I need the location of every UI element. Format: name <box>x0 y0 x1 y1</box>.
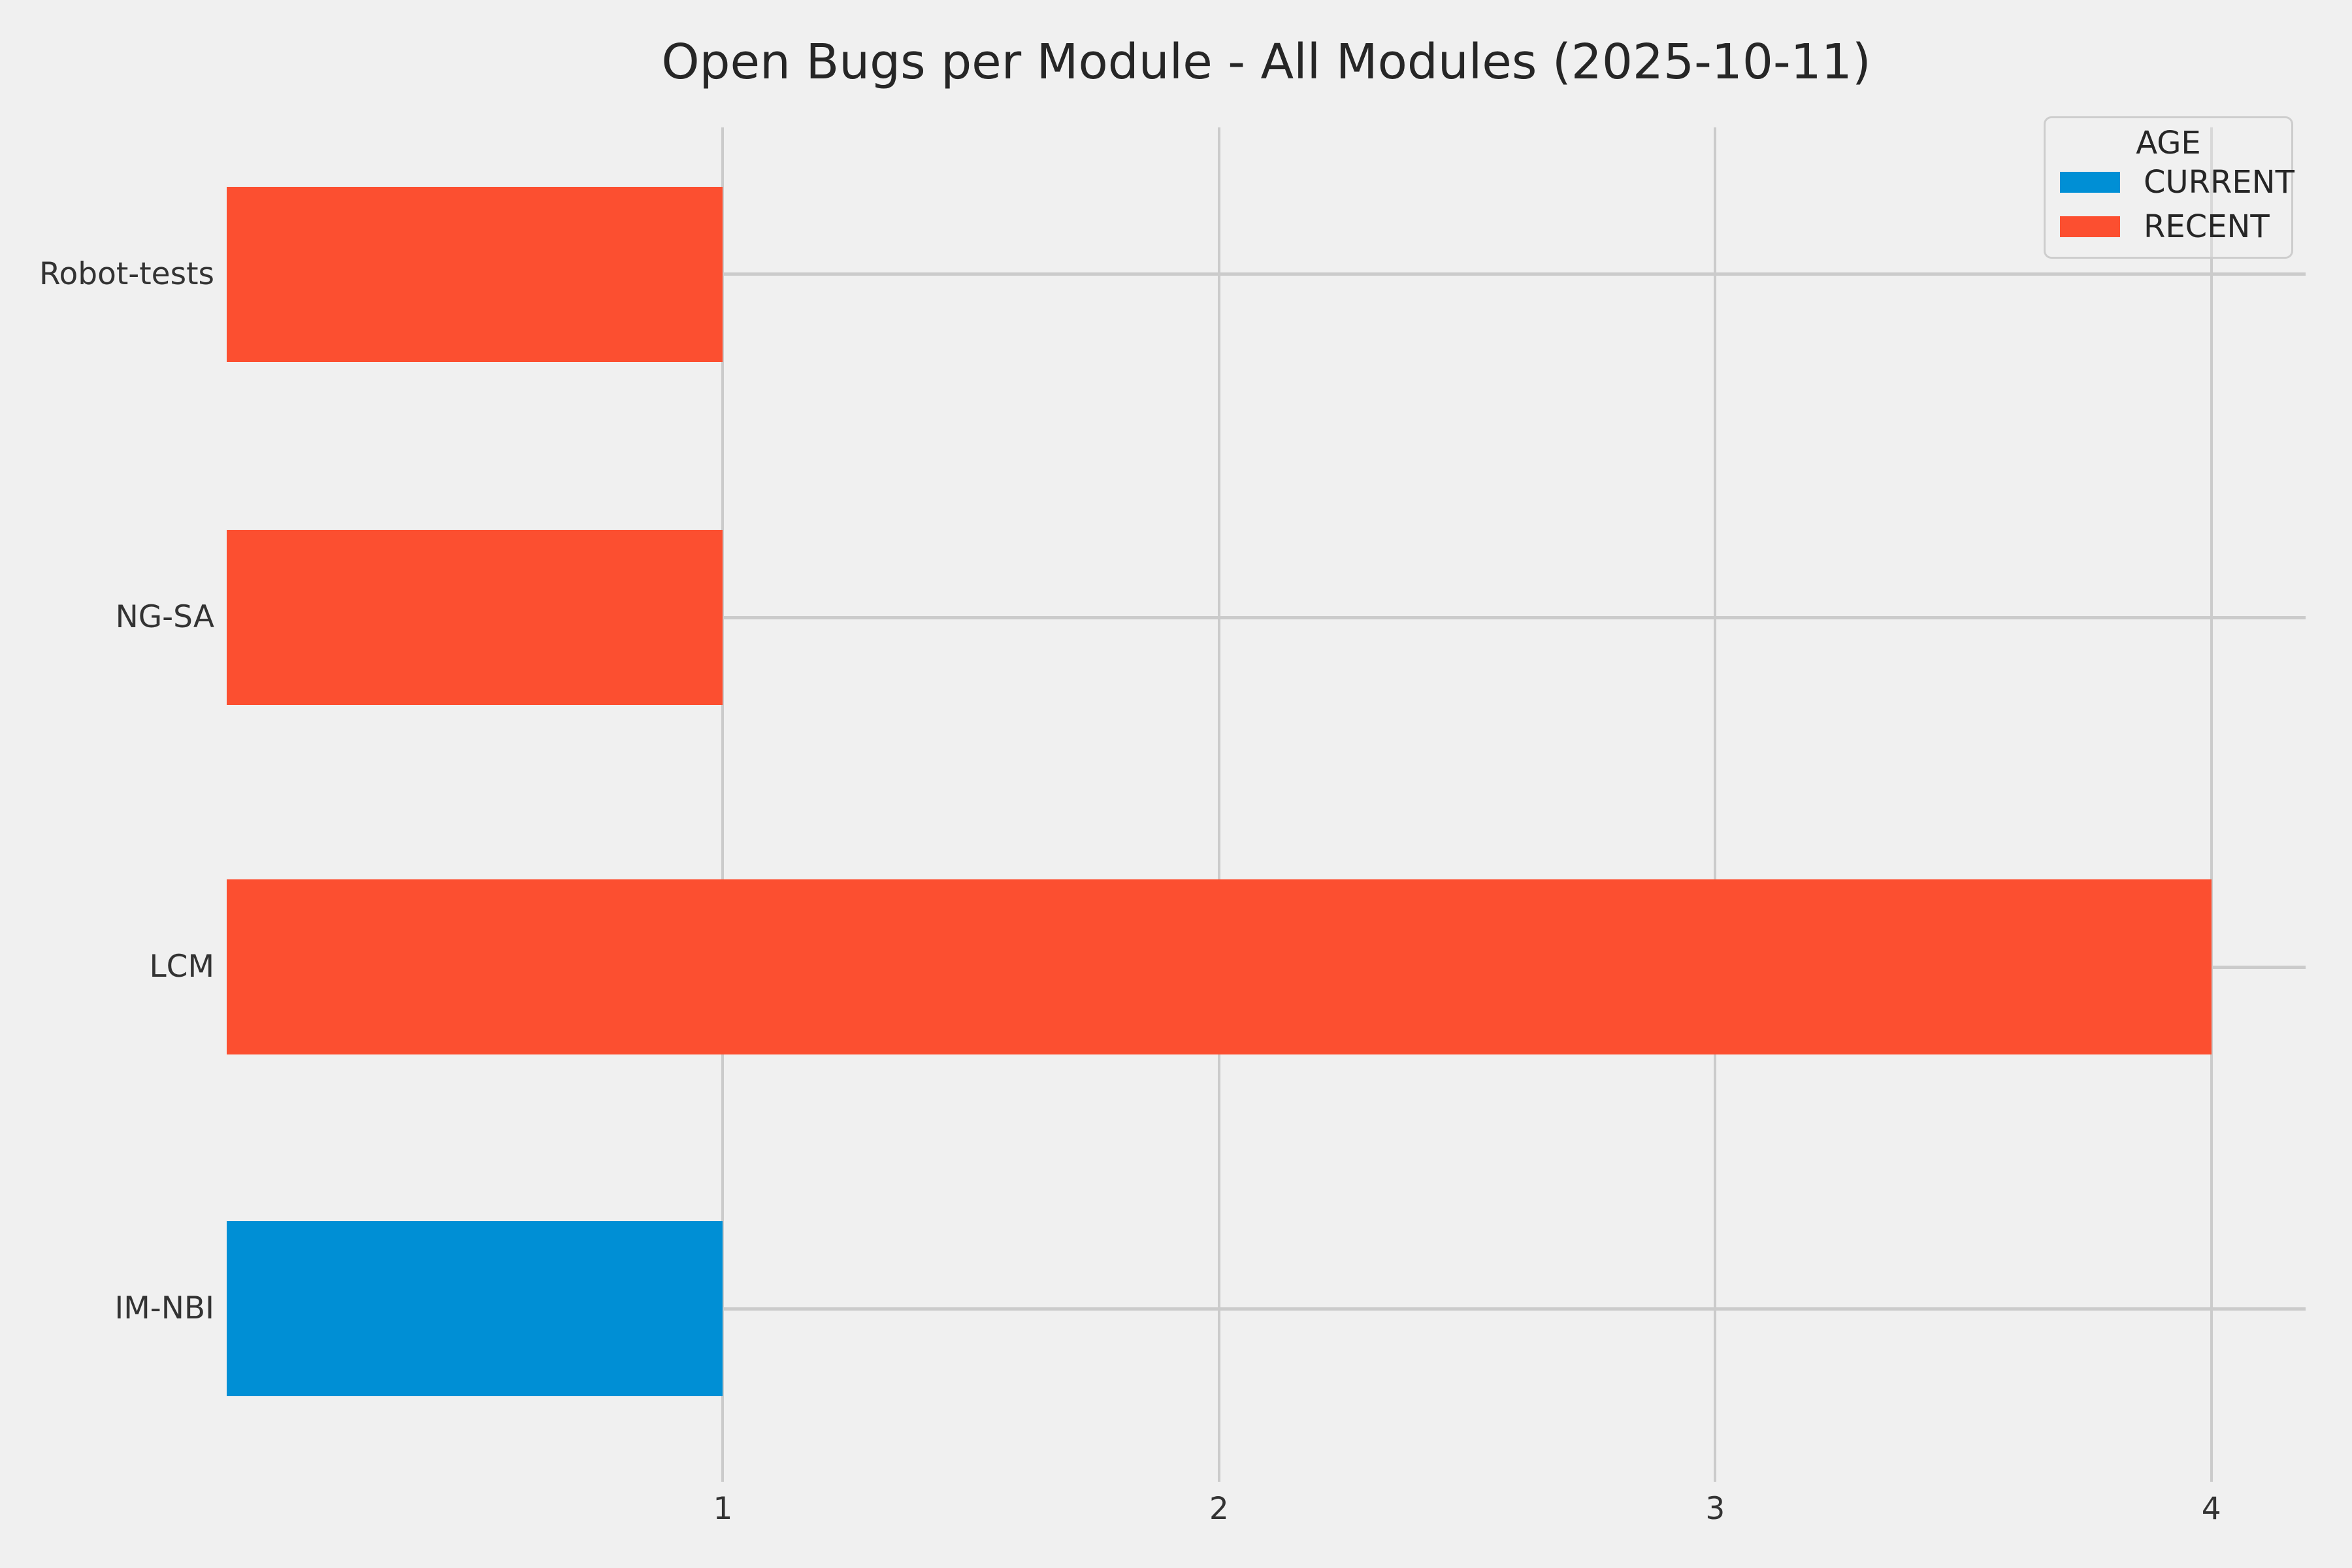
x-tick-label-4: 4 <box>2201 1491 2221 1527</box>
gridline-y-1 <box>227 615 2306 619</box>
gridline-x-3 <box>1714 127 1717 1482</box>
gridline-y-3 <box>227 1307 2306 1311</box>
legend: AGE CURRENT RECENT <box>2044 116 2295 259</box>
gridline-x-2 <box>1217 127 1220 1482</box>
legend-label: RECENT <box>2144 208 2270 245</box>
bar-Robot-tests <box>227 186 723 362</box>
legend-swatch-icon <box>2060 172 2120 193</box>
bar-LCM <box>227 879 2212 1055</box>
gridline-x-4 <box>2210 127 2213 1482</box>
gridline-y-0 <box>227 272 2306 276</box>
y-tick-label-2: LCM <box>149 949 214 985</box>
y-tick-label-3: IM-NBI <box>114 1290 214 1327</box>
x-tick-label-3: 3 <box>1705 1491 1725 1527</box>
gridline-x-1 <box>721 127 725 1482</box>
y-tick-label-0: Robot-tests <box>39 255 214 292</box>
chart-title: Open Bugs per Module - All Modules (2025… <box>661 34 1871 90</box>
legend-item-CURRENT: CURRENT <box>2046 161 2295 204</box>
legend-items: CURRENT RECENT <box>2046 161 2295 249</box>
legend-swatch-icon <box>2060 216 2120 237</box>
bar-NG-SA <box>227 530 723 705</box>
legend-label: CURRENT <box>2144 164 2295 201</box>
x-tick-label-1: 1 <box>713 1491 733 1527</box>
y-tick-label-1: NG-SA <box>115 599 214 635</box>
legend-title: AGE <box>2136 125 2201 161</box>
plot-area <box>227 127 2306 1482</box>
legend-item-RECENT: RECENT <box>2046 206 2291 249</box>
bar-IM-NBI <box>227 1221 723 1397</box>
x-tick-label-2: 2 <box>1209 1491 1229 1527</box>
